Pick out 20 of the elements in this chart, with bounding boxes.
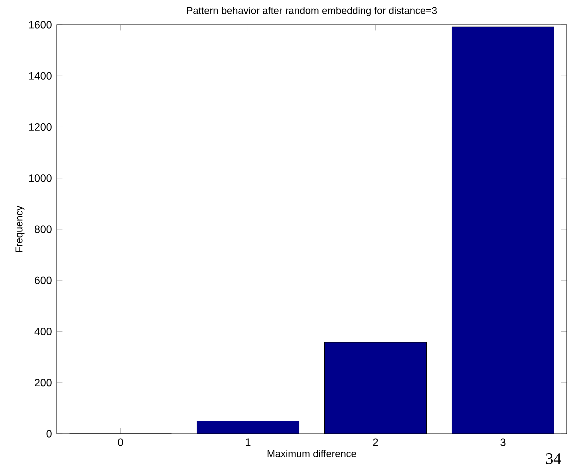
x-tick-label: 0	[118, 438, 124, 446]
x-axis-title: Maximum difference	[268, 450, 356, 458]
y-tick-label: 200	[35, 379, 52, 387]
y-axis-title: Frequency	[16, 206, 25, 252]
bar	[452, 26, 555, 434]
bar	[197, 421, 300, 434]
chart-title: Pattern behavior after random embedding for distance=3	[187, 6, 438, 16]
y-tick-label: 1400	[29, 72, 52, 80]
y-tick-label: 1200	[29, 123, 52, 132]
x-tick-label: 2	[373, 438, 378, 446]
bar	[324, 342, 427, 434]
text: 34	[546, 454, 562, 464]
y-tick-label: 1600	[29, 21, 52, 29]
x-tick-label: 3	[500, 438, 506, 446]
y-tick-label: 600	[35, 276, 52, 284]
y-tick-label: 0	[46, 430, 52, 438]
y-tick-label: 400	[34, 328, 52, 336]
y-tick-label: 800	[34, 226, 52, 234]
x-tick-label: 1	[246, 438, 251, 446]
y-tick-label: 1000	[29, 174, 52, 182]
